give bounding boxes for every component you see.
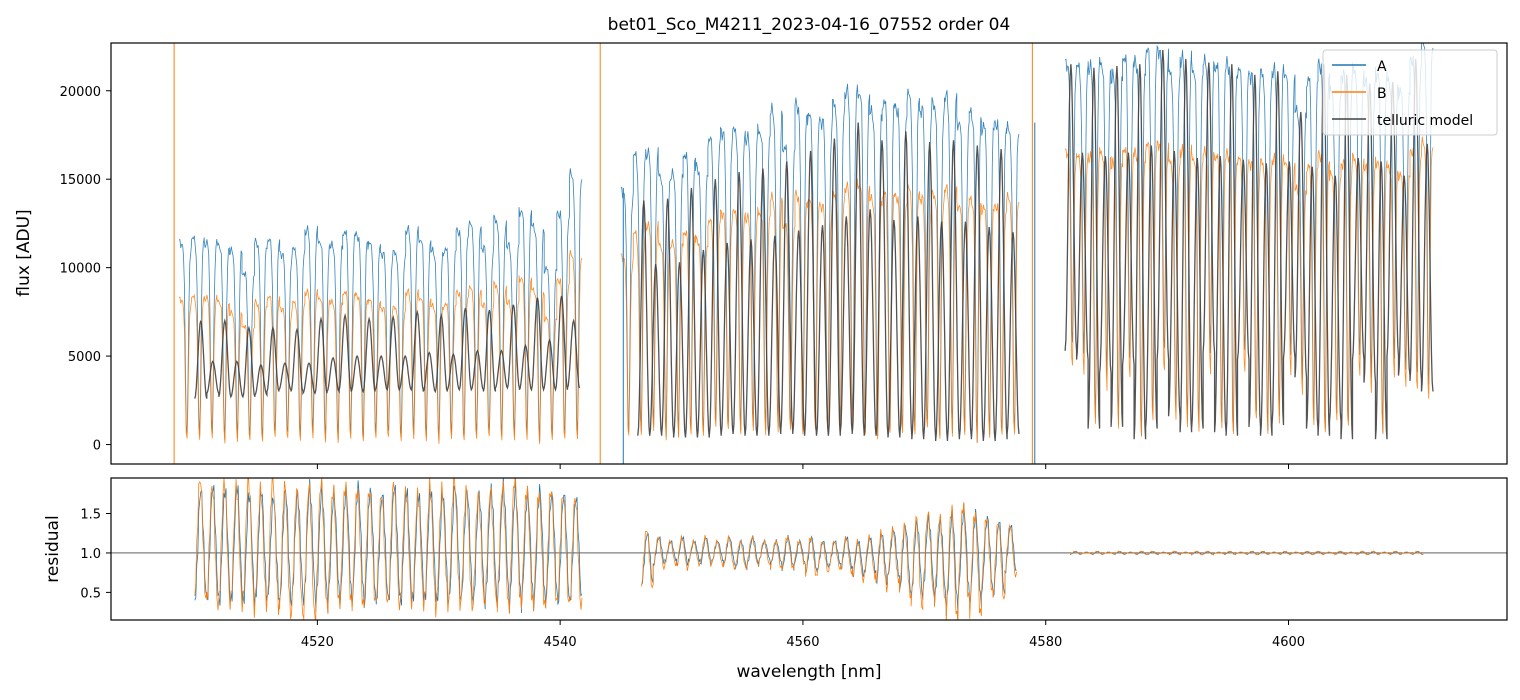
residual-series-B xyxy=(194,478,1424,620)
series-line-segment xyxy=(178,250,583,445)
bottom-axis-ticks: 0.5 1.0 1.5 4520 4540 4560 4580 4600 xyxy=(80,508,1305,651)
series-line-segment xyxy=(194,295,581,399)
ytick-label: 10000 xyxy=(60,262,101,277)
series-line-segment xyxy=(1064,136,1434,437)
chart-title: bet01_Sco_M4211_2023-04-16_07552 order 0… xyxy=(608,15,1011,35)
legend-label-b: B xyxy=(1377,86,1387,102)
residual-line-segment xyxy=(194,478,583,620)
xtick-label: 4520 xyxy=(301,635,334,650)
ytick-label: 1.0 xyxy=(80,547,101,562)
series-line-segment xyxy=(620,178,1020,444)
ytick-label: 5000 xyxy=(68,350,101,365)
bottom-axes-frame xyxy=(110,477,1508,621)
bottom-xlabel: wavelength [nm] xyxy=(736,662,881,682)
ytick-label: 0 xyxy=(93,439,101,454)
residual-line-segment xyxy=(1069,550,1424,556)
residual-line-segment xyxy=(641,502,1017,620)
series-line-segment xyxy=(620,83,1020,443)
legend-label-telluric: telluric model xyxy=(1377,113,1473,129)
top-plot-area xyxy=(173,43,1434,464)
xtick-label: 4540 xyxy=(544,635,577,650)
series-telluric-model xyxy=(194,50,1434,442)
residual-line-segment xyxy=(641,503,1017,616)
xtick-label: 4560 xyxy=(786,635,819,650)
series-B xyxy=(178,136,1434,445)
xtick-label: 4600 xyxy=(1272,635,1305,650)
bottom-plot-area xyxy=(111,478,1507,620)
ytick-label: 0.5 xyxy=(80,586,101,601)
ytick-label: 1.5 xyxy=(80,508,101,523)
legend-label-a: A xyxy=(1377,59,1387,75)
top-axis-ticks: 0 5000 10000 15000 20000 xyxy=(60,85,1289,469)
series-line-segment xyxy=(1064,50,1434,440)
ytick-label: 20000 xyxy=(60,85,101,100)
legend-box xyxy=(1322,49,1498,136)
residual-line-segment xyxy=(194,478,583,614)
top-ylabel: flux [ADU] xyxy=(14,209,34,296)
series-line-segment xyxy=(637,122,1020,442)
ytick-label: 15000 xyxy=(60,173,101,188)
legend: A B telluric model xyxy=(1322,49,1498,136)
xtick-label: 4580 xyxy=(1029,635,1062,650)
top-axes-frame xyxy=(110,42,1508,465)
bottom-ylabel: residual xyxy=(43,515,63,582)
